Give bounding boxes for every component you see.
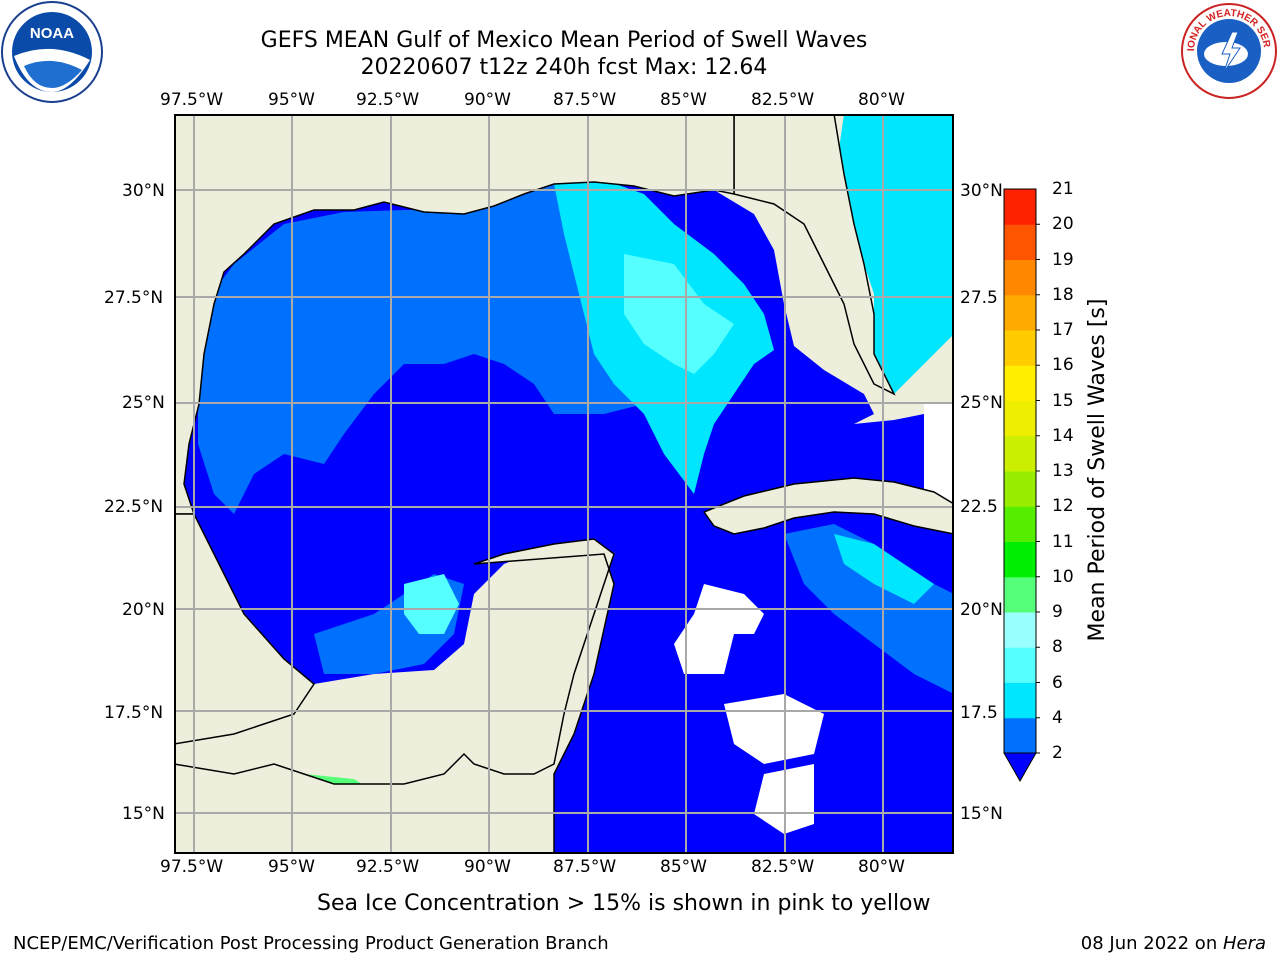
colorbar-tick-label: 18 <box>1052 284 1074 305</box>
graticule <box>174 114 954 854</box>
colorbar-tick-label: 19 <box>1052 249 1074 270</box>
lon-label-top-2: 95°W <box>268 90 315 110</box>
colorbar-tick-label: 2 <box>1052 743 1063 763</box>
colorbar-extend-triangle <box>1003 752 1037 783</box>
lat-label-right-1: 30°N <box>960 181 1003 201</box>
colorbar-segment-6-8 <box>1004 647 1036 683</box>
colorbar <box>1000 185 1040 785</box>
lon-label-bottom-4: 90°W <box>464 857 511 877</box>
lat-label-left-4: 22.5°N <box>104 497 164 517</box>
colorbar-segment-18-19 <box>1004 259 1036 296</box>
colorbar-segment-20-21 <box>1004 189 1036 225</box>
yucatan-land <box>174 538 615 854</box>
chart-title-line2: 20220607 t12z 240h fcst Max: 12.64 <box>360 55 768 80</box>
colorbar-tick-label: 8 <box>1052 637 1063 658</box>
colorbar-label: Mean Period of Swell Waves [s] <box>1085 298 1110 642</box>
colorbar-segment-10-11 <box>1004 541 1036 578</box>
colorbar-tick-label: 11 <box>1052 531 1074 552</box>
lon-label-top-6: 85°W <box>660 90 707 110</box>
colorbar-tick-label: 6 <box>1052 672 1063 693</box>
colorbar-tick-label: 17 <box>1052 320 1074 340</box>
map-panel <box>174 114 954 854</box>
colorbar-segment-9-10 <box>1004 576 1036 613</box>
mexico-west-land <box>174 513 315 745</box>
lon-label-bottom-2: 95°W <box>268 857 315 877</box>
lon-label-bottom-6: 85°W <box>660 857 707 877</box>
map-frame <box>174 114 954 854</box>
lon-label-bottom-3: 92.5°W <box>356 857 420 877</box>
colorbar-segment-13-14 <box>1004 435 1036 472</box>
colorbar-segment-16-17 <box>1004 330 1036 366</box>
lat-label-right-2: 27.5 <box>960 288 998 308</box>
lat-label-left-6: 17.5°N <box>104 703 164 723</box>
lon-label-bottom-8: 80°W <box>858 857 905 877</box>
caribbean-nodata <box>674 584 764 674</box>
footer-left: NCEP/EMC/Verification Post Processing Pr… <box>13 933 609 954</box>
colorbar-segment-17-18 <box>1004 294 1036 331</box>
colorbar-tick-label: 21 <box>1052 179 1074 199</box>
lon-label-top-7: 82.5°W <box>751 90 815 110</box>
colorbar-segment-2-4 <box>1004 717 1036 754</box>
atlantic-water <box>834 114 954 394</box>
lon-label-top-1: 97.5°W <box>160 90 224 110</box>
lat-label-left-2: 27.5°N <box>104 288 164 308</box>
lon-label-bottom-7: 82.5°W <box>751 857 815 877</box>
footer-machine: Hera <box>1222 933 1266 954</box>
lon-label-top-8: 80°W <box>858 90 905 110</box>
colorbar-segment-8-9 <box>1004 612 1036 648</box>
national-weather-service-logo: NATIONAL WEATHER SERVICE <box>1176 0 1278 100</box>
colorbar-tick-label: 12 <box>1052 496 1074 517</box>
lon-label-top-3: 92.5°W <box>356 90 420 110</box>
swell-band-6-8s <box>624 254 734 374</box>
footer-date: 08 Jun 2022 on <box>1080 933 1223 954</box>
colorbar-segment-15-16 <box>1004 365 1036 401</box>
colorbar-tick-label: 20 <box>1052 214 1074 235</box>
map-svg <box>174 114 954 854</box>
colorbar-tick-label: 15 <box>1052 390 1074 411</box>
lat-label-right-5: 20°N <box>960 600 1003 620</box>
chart-title-line1: GEFS MEAN Gulf of Mexico Mean Period of … <box>260 28 868 53</box>
colorbar-segment-12-13 <box>1004 471 1036 507</box>
caribbean-nodata-4 <box>924 404 954 504</box>
colorbar-tick-label: 9 <box>1052 602 1063 622</box>
colorbar-segment-4-6 <box>1004 682 1036 719</box>
colorbar-segment-19-20 <box>1004 224 1036 260</box>
colorbar-tick-label: 10 <box>1052 566 1074 587</box>
colorbar-tick-label: 4 <box>1052 707 1063 728</box>
colorbar-segment-11-12 <box>1004 506 1036 542</box>
lat-label-left-1: 30°N <box>122 181 165 201</box>
lon-label-top-5: 87.5°W <box>553 90 617 110</box>
colorbar-tick-label: 13 <box>1052 461 1074 481</box>
us-gulf-coast <box>174 114 735 515</box>
lon-label-bottom-5: 87.5°W <box>553 857 617 877</box>
lat-label-right-7: 15°N <box>960 804 1003 824</box>
lat-label-left-3: 25°N <box>122 393 165 413</box>
lat-label-right-3: 25°N <box>960 393 1003 413</box>
lat-label-right-6: 17.5 <box>960 703 998 723</box>
colorbar-tick-label: 16 <box>1052 355 1074 376</box>
lat-label-right-4: 22.5 <box>960 497 998 517</box>
lat-label-left-5: 20°N <box>122 600 165 620</box>
campeche-band-light <box>404 574 459 634</box>
lon-label-top-4: 90°W <box>464 90 511 110</box>
colorbar-svg <box>1003 188 1040 783</box>
sea-ice-note: Sea Ice Concentration > 15% is shown in … <box>317 891 931 916</box>
noaa-logo: NOAA <box>0 0 104 104</box>
colorbar-segment-14-15 <box>1004 400 1036 437</box>
lon-label-bottom-1: 97.5°W <box>160 857 224 877</box>
colorbar-tick-label: 14 <box>1052 425 1074 446</box>
noaa-logo-text: NOAA <box>30 25 74 42</box>
lat-label-left-7: 15°N <box>122 804 165 824</box>
footer-right: 08 Jun 2022 on Hera <box>1081 933 1266 955</box>
